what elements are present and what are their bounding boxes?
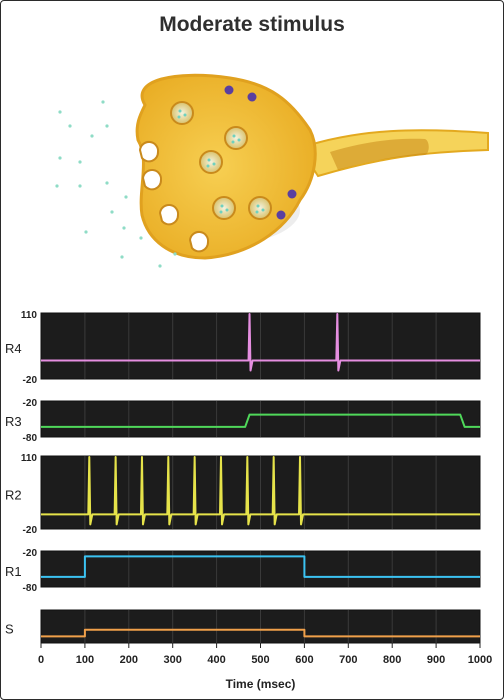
x-tick-label: 700 [339, 654, 357, 666]
trace-label: R2 [5, 488, 22, 503]
x-tick-label: 800 [383, 654, 401, 666]
y-bottom-label: -80 [23, 433, 38, 444]
trace-line-r3 [41, 413, 480, 428]
trace-label: S [5, 622, 14, 637]
trace-label: R3 [5, 414, 22, 429]
figure-title: Moderate stimulus [159, 13, 345, 36]
trace-panel-s: S [5, 609, 481, 644]
y-bottom-label: -80 [23, 583, 38, 594]
x-tick-label: 900 [427, 654, 445, 666]
x-axis-label: Time (msec) [226, 677, 296, 691]
y-top-label: -20 [23, 398, 38, 409]
vesicle-contents [177, 109, 265, 214]
x-tick-label: 100 [76, 654, 94, 666]
x-tick-label: 0 [38, 654, 44, 666]
synapse-illustration [55, 73, 489, 268]
y-top-label: 110 [21, 453, 38, 464]
trace-line-r4 [41, 313, 480, 372]
trace-label: R1 [5, 564, 22, 579]
release-pockets [138, 141, 210, 253]
y-top-label: 110 [21, 310, 38, 321]
y-bottom-label: -20 [23, 525, 38, 536]
y-top-label: -20 [23, 548, 38, 559]
x-tick-label: 400 [207, 654, 225, 666]
trace-panel-r1: R1-20 -80 [5, 548, 481, 594]
x-tick-label: 600 [295, 654, 313, 666]
trace-panel-r3: R3-20 -80 [5, 398, 481, 444]
y-bottom-label: -20 [23, 375, 38, 386]
trace-line-s [41, 628, 480, 638]
neurotransmitter-particles [55, 100, 177, 268]
x-tick-label: 300 [164, 654, 182, 666]
trace-line-r2 [41, 456, 480, 526]
x-tick-label: 500 [251, 654, 269, 666]
trace-panel-r4: R4 110 -20 [5, 310, 481, 386]
trace-label: R4 [5, 341, 22, 356]
membrane-receptors [224, 85, 297, 220]
x-tick-label: 200 [120, 654, 138, 666]
synaptic-vesicles [170, 101, 272, 220]
trace-line-r1 [41, 555, 480, 578]
x-tick-label: 1000 [468, 654, 492, 666]
axon-inner [330, 138, 429, 170]
trace-panel-r2: R2 110 -20 [5, 453, 481, 536]
